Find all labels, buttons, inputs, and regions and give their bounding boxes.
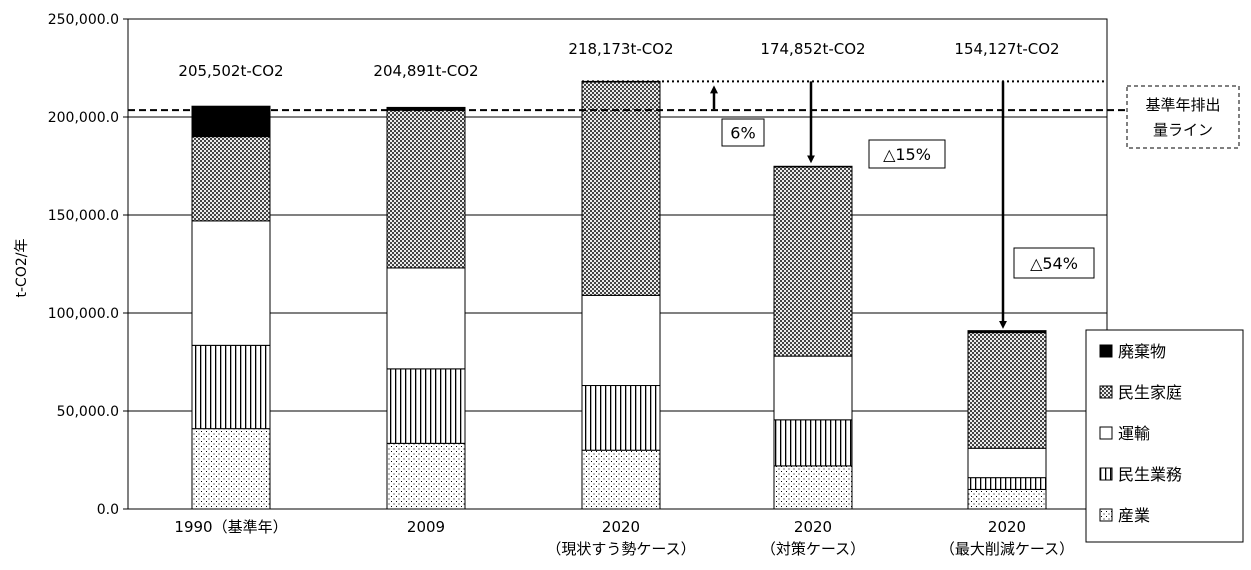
bar-segment <box>386 109 466 269</box>
y-tick-label: 250,000.0 <box>48 12 119 28</box>
bar-segment <box>191 105 271 138</box>
bar-segment <box>773 419 853 467</box>
legend-label: 民生業務 <box>1118 465 1182 484</box>
legend-label: 産業 <box>1118 506 1150 525</box>
bar-segment <box>581 385 661 451</box>
bar-segment <box>191 428 271 510</box>
bar-segment <box>773 355 853 421</box>
bar-segment <box>967 488 1047 510</box>
x-tick-label: （対策ケース） <box>761 540 865 558</box>
baseline-label-box: 基準年排出 量ライン <box>1126 85 1240 149</box>
bar-segment <box>967 447 1047 479</box>
legend-swatch <box>1099 385 1113 399</box>
bar-segment <box>581 294 661 387</box>
x-tick-label: 2020 <box>602 518 640 536</box>
y-tick-label: 200,000.0 <box>48 110 119 126</box>
bar-segment <box>191 344 271 430</box>
annotation-label: △54% <box>1030 254 1078 273</box>
x-tick-label: （現状すう勢ケース） <box>546 540 695 558</box>
y-tick-label: 50,000.0 <box>57 404 119 420</box>
legend-swatch <box>1099 426 1113 440</box>
x-axis-labels: 1990（基準年） 2009 2020 （現状すう勢ケース） 2020 （対策ケース） 20… <box>174 518 1074 558</box>
baseline-label-line-1: 基準年排出 <box>1145 96 1220 114</box>
x-tick-label: 2020 <box>988 518 1026 536</box>
bar-segment <box>191 136 271 222</box>
bar-segment <box>773 166 853 357</box>
y-tick-label: 100,000.0 <box>48 306 119 322</box>
bar-segment <box>773 465 853 510</box>
legend-swatch <box>1099 344 1113 358</box>
bar-segment <box>967 477 1047 490</box>
annotation-label: 6% <box>730 124 755 143</box>
total-label: 205,502t-CO2 <box>178 62 283 80</box>
bar-segment <box>967 332 1047 449</box>
annotation-box <box>1013 247 1095 279</box>
legend-label: 民生家庭 <box>1118 383 1182 402</box>
bar-segment <box>581 81 661 296</box>
annotations: 6% △15% △54% <box>710 81 1095 329</box>
legend-label: 運輸 <box>1118 424 1150 443</box>
legend-label: 廃棄物 <box>1118 342 1166 361</box>
bar-segment <box>581 449 661 510</box>
y-tick-label: 150,000.0 <box>48 208 119 224</box>
annotation-box <box>868 139 946 169</box>
x-tick-label: 2009 <box>407 518 445 536</box>
bar-segment <box>967 330 1047 334</box>
bar-segment <box>386 442 466 510</box>
total-label: 218,173t-CO2 <box>568 40 673 58</box>
legend-swatch <box>1099 508 1113 522</box>
total-labels: 205,502t-CO2 204,891t-CO2 218,173t-CO2 174,… <box>178 40 1059 80</box>
bar-segment <box>386 368 466 444</box>
total-label: 154,127t-CO2 <box>954 40 1059 58</box>
y-tick-label: 0.0 <box>97 502 119 518</box>
bar-segment <box>773 165 853 168</box>
bars <box>191 80 1047 510</box>
x-tick-label: 1990（基準年） <box>174 518 287 536</box>
total-label: 174,852t-CO2 <box>760 40 865 58</box>
bar-segment <box>191 220 271 346</box>
reference-lines <box>128 80 1127 112</box>
bar-segment <box>386 267 466 370</box>
annotation-label: △15% <box>883 145 931 164</box>
y-axis-ticks: 0.0 50,000.0 100,000.0 150,000.0 200,000.0 25… <box>48 12 128 518</box>
legend-swatch <box>1099 467 1113 481</box>
x-tick-label: （最大削減ケース） <box>940 540 1074 558</box>
x-tick-label: 2020 <box>794 518 832 536</box>
annotation-box <box>721 118 765 147</box>
y-axis-label: t-CO2/年 <box>14 239 30 298</box>
baseline-label-line-2: 量ライン <box>1153 121 1213 139</box>
total-label: 204,891t-CO2 <box>373 62 478 80</box>
